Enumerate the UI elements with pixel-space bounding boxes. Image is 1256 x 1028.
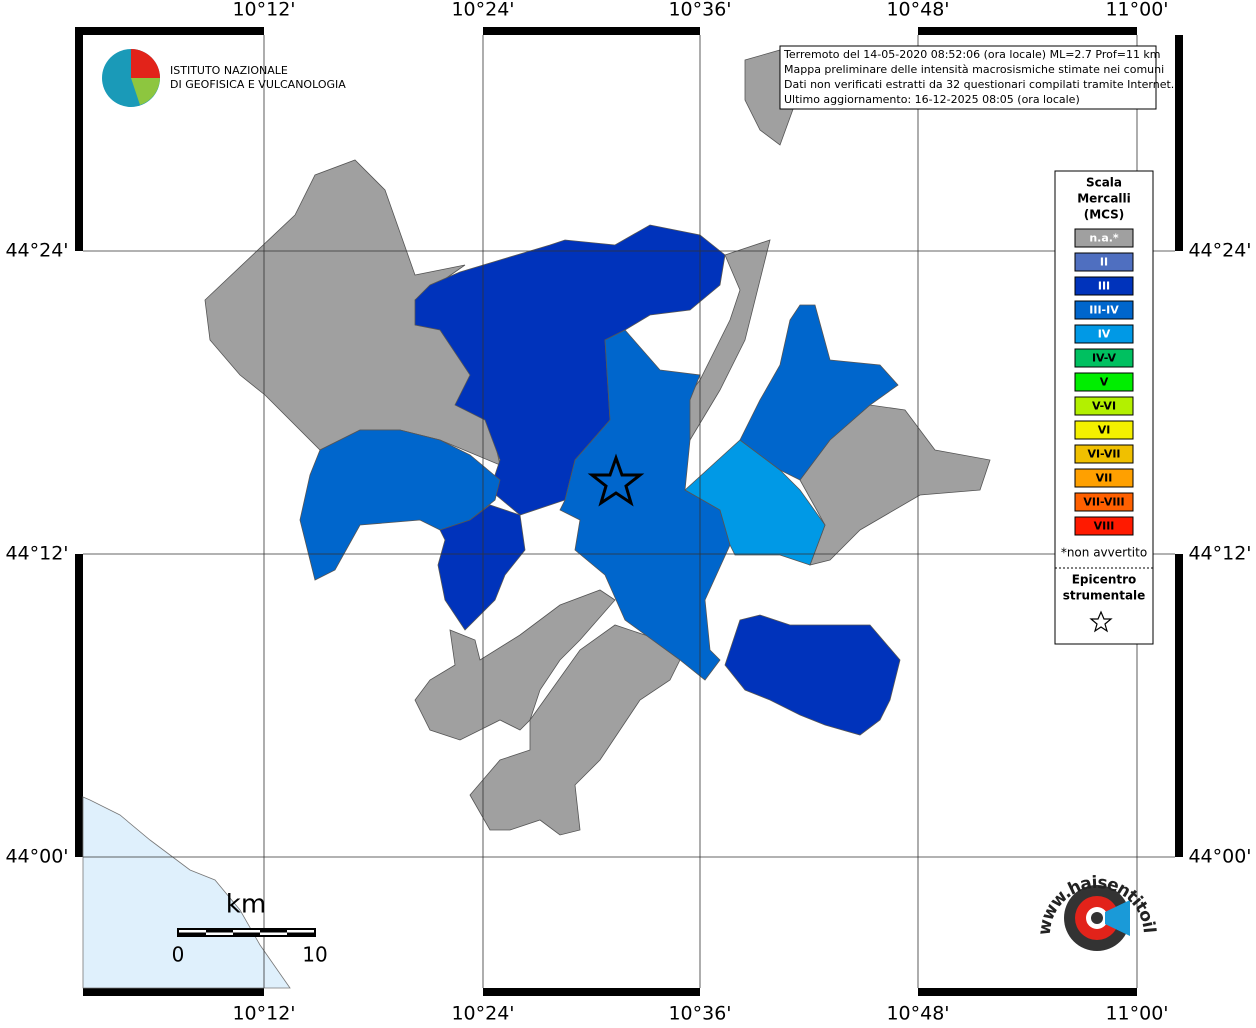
lon-label: 11°00' [1105, 1003, 1168, 1025]
ingv-logo: ISTITUTO NAZIONALE DI GEOFISICA E VULCAN… [102, 49, 346, 107]
legend-label: IV [1098, 328, 1111, 341]
lon-label: 10°24' [451, 0, 514, 21]
legend-label: III-IV [1089, 304, 1119, 317]
legend-label: VI-VII [1087, 448, 1120, 461]
legend-label: VIII [1094, 520, 1115, 533]
legend-title: Scala [1086, 176, 1122, 190]
legend-label: III [1098, 280, 1110, 293]
legend-epicenter: Epicentro [1072, 573, 1137, 587]
legend-label: VI [1098, 424, 1111, 437]
frame-segment [1175, 251, 1183, 554]
legend-note: *non avvertito [1061, 546, 1147, 560]
lat-label: 44°12' [1188, 543, 1251, 565]
scale-bar: km 0 10 [172, 890, 328, 967]
logo-text: ISTITUTO NAZIONALE [170, 64, 288, 77]
epicenter-star [587, 453, 645, 507]
legend-swatch [1074, 492, 1134, 512]
legend-swatch [1074, 228, 1134, 248]
lat-label: 44°00' [5, 846, 68, 868]
frame-segment [1137, 27, 1183, 35]
legend-label: VII-VIII [1083, 496, 1124, 509]
frame-segment [75, 857, 83, 996]
frame-segment [1175, 857, 1183, 996]
lon-label: 10°48' [886, 0, 949, 21]
frame-segment [264, 27, 483, 35]
sea [82, 796, 291, 989]
frame-segment [700, 27, 918, 35]
legend-swatch [1074, 468, 1134, 488]
info-line: Ultimo aggiornamento: 16-12-2025 08:05 (… [784, 93, 1080, 106]
lat-label: 44°24' [5, 240, 68, 262]
lon-label: 10°36' [668, 1003, 731, 1025]
legend-title: Mercalli [1077, 192, 1131, 206]
legend-swatch [1074, 276, 1134, 296]
info-line: Terremoto del 14-05-2020 08:52:06 (ora l… [783, 48, 1161, 61]
lon-label: 10°24' [451, 1003, 514, 1025]
info-line: Mappa preliminare delle intensità macros… [784, 63, 1164, 76]
legend-swatch [1074, 300, 1134, 320]
municipalities [204, 49, 991, 836]
legend-label: II [1100, 256, 1108, 269]
legend-label: IV-V [1092, 352, 1117, 365]
legend-title: (MCS) [1084, 208, 1125, 222]
legend-swatch [1074, 420, 1134, 440]
lat-label: 44°24' [1188, 240, 1251, 262]
legend-swatch [1074, 516, 1134, 536]
lat-label: 44°12' [5, 543, 68, 565]
lon-label: 10°12' [232, 1003, 295, 1025]
scale-unit: km [226, 890, 266, 920]
legend-swatch [1074, 372, 1134, 392]
scale-label: 10 [302, 943, 327, 967]
lat-label: 44°00' [1188, 846, 1251, 868]
lon-label: 11°00' [1105, 0, 1168, 21]
legend-swatch [1074, 444, 1134, 464]
frame-segment [264, 988, 483, 996]
info-box [779, 45, 1157, 110]
legend-label: n.a.* [1089, 232, 1119, 245]
legend-label: V-VI [1092, 400, 1116, 413]
info-line: Dati non verificati estratti da 32 quest… [784, 78, 1174, 91]
frame-segment [700, 988, 918, 996]
frame-segment [75, 251, 83, 554]
legend-star [1089, 610, 1113, 633]
legend-swatch [1074, 324, 1134, 344]
legend-label: VII [1096, 472, 1113, 485]
lon-label: 10°36' [668, 0, 731, 21]
legend-swatch [1074, 348, 1134, 368]
scale-label: 0 [172, 943, 185, 967]
legend-epicenter: strumentale [1063, 589, 1146, 603]
legend-swatch [1074, 396, 1134, 416]
legend-label: V [1100, 376, 1109, 389]
lon-label: 10°12' [232, 0, 295, 21]
lon-label: 10°48' [886, 1003, 949, 1025]
legend-swatch [1074, 252, 1134, 272]
logo-text: DI GEOFISICA E VULCANOLOGIA [170, 78, 346, 91]
frame-segment [1137, 988, 1183, 996]
